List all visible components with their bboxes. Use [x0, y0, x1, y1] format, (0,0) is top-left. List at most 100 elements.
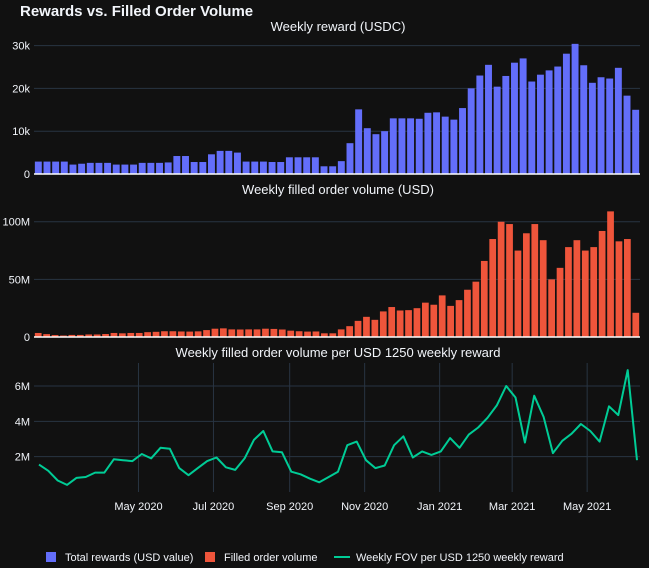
bar — [562, 53, 570, 174]
legend-label: Weekly FOV per USD 1250 weekly reward — [356, 552, 564, 564]
bar — [130, 164, 138, 174]
bar — [464, 289, 471, 337]
bar — [253, 329, 261, 337]
bar — [337, 329, 345, 337]
bar — [615, 241, 623, 337]
bar — [190, 162, 198, 174]
bar — [632, 109, 640, 174]
legend-swatch — [205, 552, 215, 562]
bar — [632, 312, 640, 337]
bar — [398, 118, 406, 174]
bar — [203, 330, 210, 337]
bar — [236, 329, 244, 337]
bar — [407, 118, 415, 174]
fov-panel-title: Weekly filled order volume per USD 1250 … — [176, 345, 501, 360]
bar — [147, 162, 155, 174]
y-tick-label: 10k — [12, 126, 30, 138]
bar — [329, 333, 337, 337]
bar — [93, 334, 101, 337]
bar — [590, 247, 598, 337]
bar — [614, 67, 622, 174]
bar — [285, 157, 293, 174]
bar — [536, 74, 544, 174]
bar — [34, 161, 42, 174]
bar — [43, 334, 50, 337]
y-tick-label: 100M — [2, 217, 30, 229]
bar — [95, 162, 103, 174]
bar — [169, 331, 177, 337]
bar — [287, 330, 295, 337]
bar — [311, 157, 319, 174]
bar — [251, 161, 259, 174]
bar — [34, 332, 42, 337]
bar — [497, 221, 505, 337]
fov-series-line — [38, 369, 638, 486]
bar — [438, 295, 446, 337]
volume-bars — [34, 211, 640, 338]
rewards-y-axis: 0 10k 20k 30k — [12, 41, 30, 181]
x-tick-label: Jan 2021 — [417, 501, 462, 513]
bar — [259, 161, 267, 174]
bar — [379, 311, 387, 337]
bar — [396, 310, 404, 337]
bar — [539, 240, 547, 337]
bar — [102, 334, 109, 337]
rewards-panel: Weekly reward (USDC) 0 10k 20k 30k — [12, 19, 640, 181]
bar — [581, 250, 589, 337]
bar — [480, 260, 488, 337]
y-tick-label: 6M — [15, 381, 30, 393]
bar — [388, 307, 396, 337]
bar — [554, 66, 562, 174]
bar — [220, 328, 227, 337]
bar — [459, 108, 466, 174]
bar — [565, 247, 572, 337]
bar — [363, 316, 370, 337]
bar — [121, 164, 129, 174]
bar — [43, 161, 51, 174]
rewards-bars — [34, 43, 640, 175]
bar — [161, 331, 168, 337]
bar — [571, 43, 579, 174]
bar — [346, 326, 353, 337]
bar — [294, 157, 302, 174]
legend-label: Filled order volume — [224, 552, 318, 564]
bar — [152, 331, 160, 337]
bar — [580, 65, 588, 174]
bar — [519, 58, 527, 174]
figure-title: Rewards vs. Filled Order Volume — [20, 3, 253, 20]
bar — [337, 161, 345, 174]
bar — [433, 112, 441, 174]
bar — [320, 166, 328, 174]
bar — [441, 116, 449, 174]
bar — [144, 332, 151, 337]
bar — [112, 164, 120, 174]
bar — [623, 95, 631, 174]
bar — [588, 82, 596, 174]
bar — [69, 164, 77, 174]
bar — [415, 118, 423, 174]
fov-x-axis: May 2020 Jul 2020 Sep 2020 Nov 2020 Jan 2021… — [114, 501, 611, 513]
bar — [277, 162, 285, 174]
bar — [346, 143, 354, 174]
bar — [245, 329, 252, 337]
bar — [173, 156, 181, 174]
bar — [556, 267, 564, 337]
bar — [447, 305, 454, 337]
bar — [110, 332, 118, 337]
x-tick-label: May 2021 — [563, 501, 611, 513]
bar — [493, 86, 501, 174]
x-tick-label: Sep 2020 — [266, 501, 313, 513]
bar — [363, 128, 371, 174]
bar — [354, 320, 362, 337]
bar — [52, 161, 60, 174]
bar — [485, 64, 492, 174]
bar — [531, 224, 539, 337]
fov-line — [38, 369, 638, 486]
bar — [194, 331, 202, 337]
x-tick-label: May 2020 — [114, 501, 162, 513]
bar — [304, 331, 311, 337]
bar — [472, 281, 480, 337]
volume-y-axis: 0 50M 100M — [2, 217, 30, 344]
bar — [295, 331, 303, 337]
